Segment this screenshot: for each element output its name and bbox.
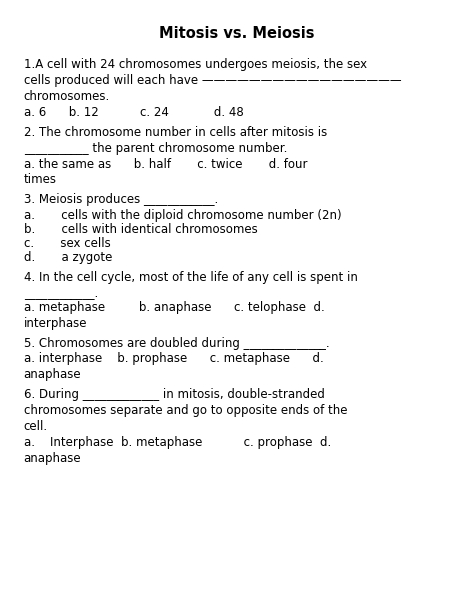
Text: ____________.: ____________.	[24, 287, 98, 300]
Text: cell.: cell.	[24, 420, 48, 433]
Text: Mitosis vs. Meiosis: Mitosis vs. Meiosis	[159, 26, 315, 40]
Text: 2. The chromosome number in cells after mitosis is: 2. The chromosome number in cells after …	[24, 126, 327, 139]
Text: a.       cells with the diploid chromosome number (2n): a. cells with the diploid chromosome num…	[24, 209, 341, 222]
Text: chromosomes.: chromosomes.	[24, 90, 110, 103]
Text: a.    Interphase  b. metaphase           c. prophase  d.: a. Interphase b. metaphase c. prophase d…	[24, 436, 331, 449]
Text: d.       a zygote: d. a zygote	[24, 251, 112, 264]
Text: 5. Chromosomes are doubled during ______________.: 5. Chromosomes are doubled during ______…	[24, 337, 329, 349]
Text: 1.A cell with 24 chromosomes undergoes meiosis, the sex: 1.A cell with 24 chromosomes undergoes m…	[24, 58, 367, 71]
Text: chromosomes separate and go to opposite ends of the: chromosomes separate and go to opposite …	[24, 404, 347, 417]
Text: ___________ the parent chromosome number.: ___________ the parent chromosome number…	[24, 142, 287, 154]
Text: c.       sex cells: c. sex cells	[24, 237, 110, 250]
Text: 6. During _____________ in mitosis, double-stranded: 6. During _____________ in mitosis, doub…	[24, 388, 325, 401]
Text: cells produced will each have —————————————————: cells produced will each have ——————————…	[24, 74, 401, 87]
Text: 4. In the cell cycle, most of the life of any cell is spent in: 4. In the cell cycle, most of the life o…	[24, 271, 357, 284]
Text: a. interphase    b. prophase      c. metaphase      d.: a. interphase b. prophase c. metaphase d…	[24, 352, 323, 365]
Text: interphase: interphase	[24, 317, 87, 330]
Text: b.       cells with identical chromosomes: b. cells with identical chromosomes	[24, 223, 257, 236]
Text: a. metaphase         b. anaphase      c. telophase  d.: a. metaphase b. anaphase c. telophase d.	[24, 301, 324, 314]
Text: anaphase: anaphase	[24, 452, 82, 465]
Text: anaphase: anaphase	[24, 368, 82, 381]
Text: a. the same as      b. half       c. twice       d. four: a. the same as b. half c. twice d. four	[24, 158, 307, 170]
Text: 3. Meiosis produces ____________.: 3. Meiosis produces ____________.	[24, 193, 218, 206]
Text: a. 6      b. 12           c. 24            d. 48: a. 6 b. 12 c. 24 d. 48	[24, 106, 244, 119]
Text: times: times	[24, 173, 57, 186]
